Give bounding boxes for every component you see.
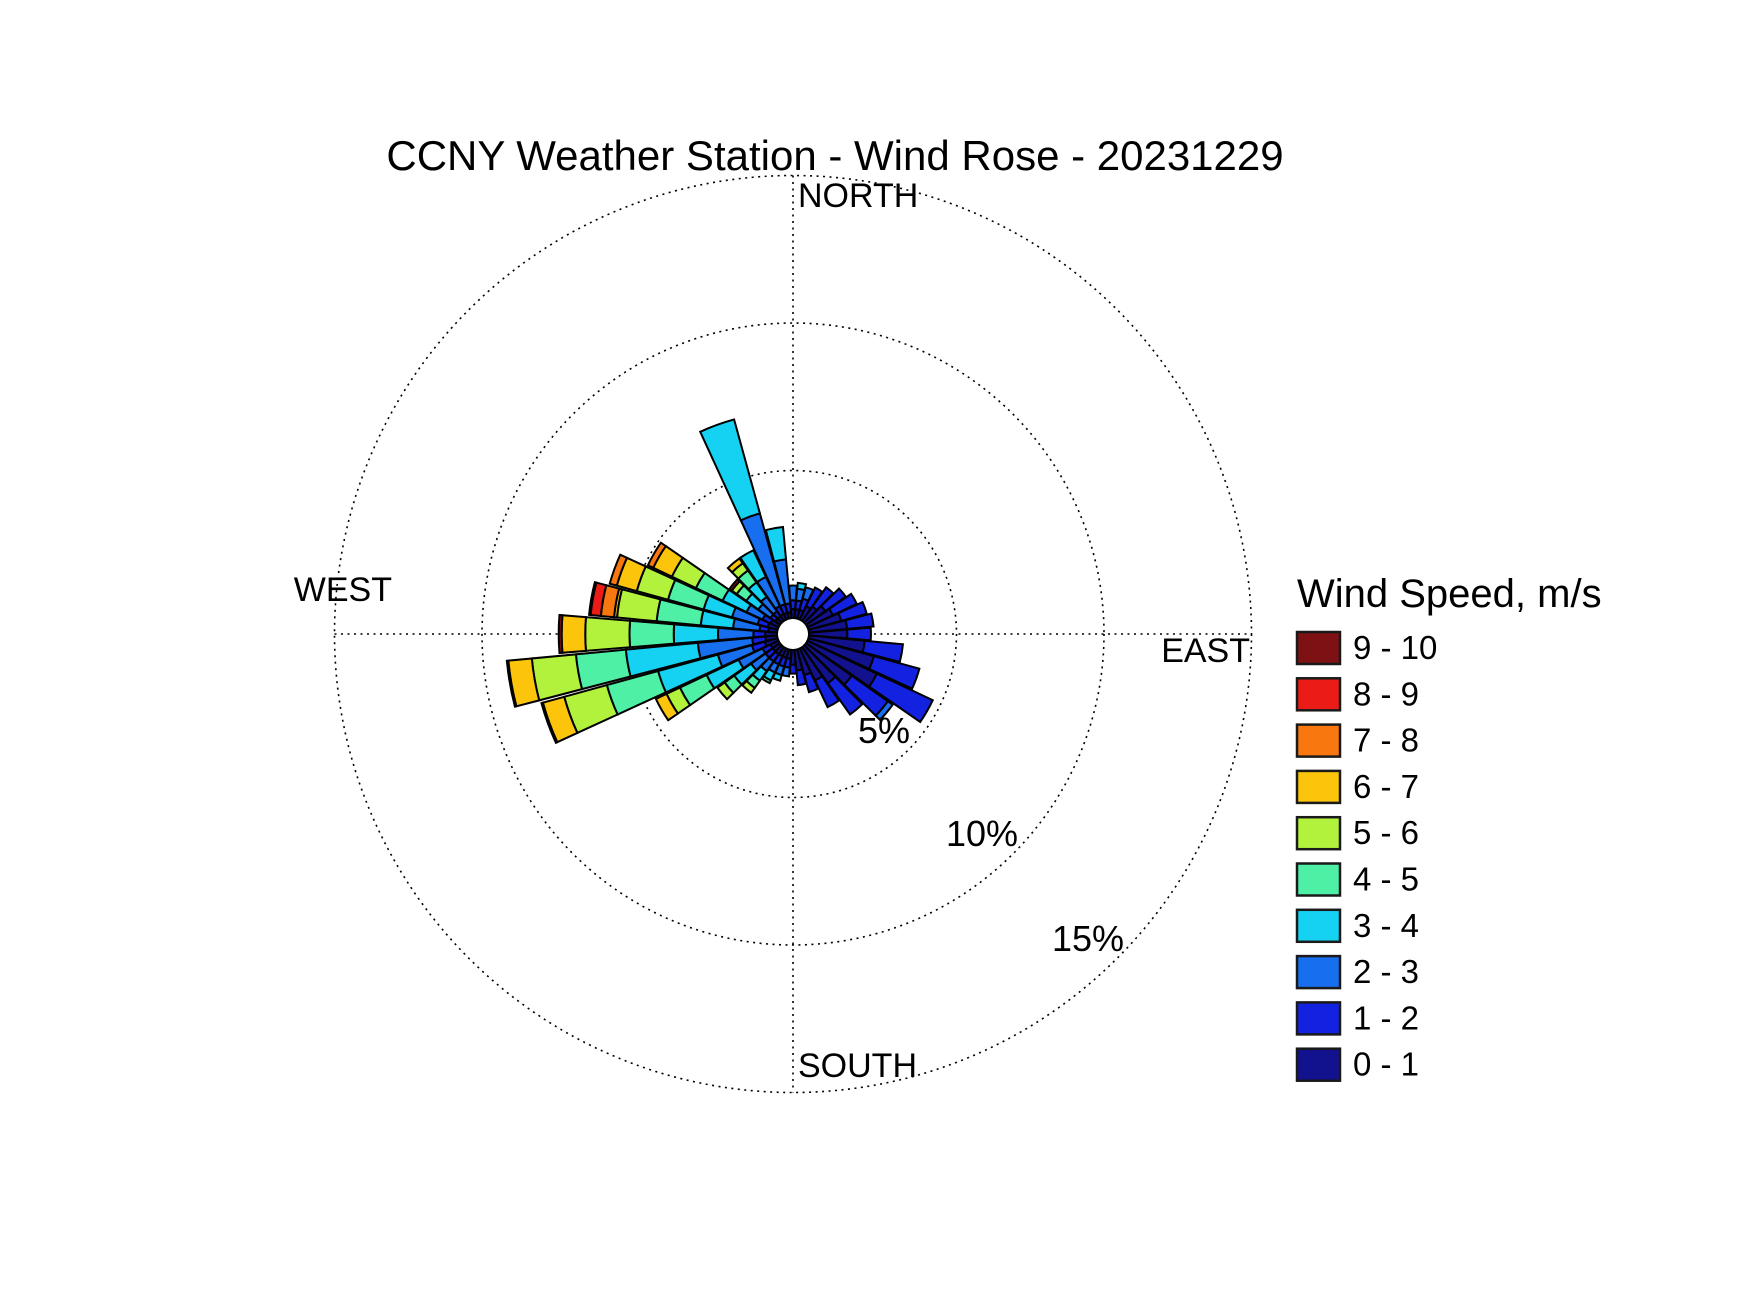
wind-rose-petal-280 (588, 580, 779, 634)
legend-swatch-9-10 (1295, 630, 1342, 666)
petal-270-segment-4-5 (628, 619, 676, 649)
legend-label-8-9: 8 - 9 (1353, 675, 1419, 712)
legend-title: Wind Speed, m/s (1297, 572, 1602, 616)
petal-110-segment-1-2 (867, 654, 921, 690)
petal-290-segment-7-8 (608, 553, 629, 587)
legend-entry-9-10: 9 - 10 (1295, 629, 1437, 666)
legend-label-2-3: 2 - 3 (1353, 953, 1419, 990)
compass-label-east: EAST (1161, 632, 1250, 670)
grid-ring-15pct (333, 174, 1253, 1094)
compass-label-west: WEST (294, 571, 392, 609)
wind-rose-petal-150 (798, 645, 841, 709)
legend-swatch-1-2 (1295, 1001, 1342, 1036)
petal-340-segment-3-4 (698, 418, 762, 522)
radial-tick-label-5pct: 5% (858, 710, 910, 751)
wind-rose-petal-100 (807, 634, 905, 664)
legend-entry-4-5: 4 - 5 (1295, 861, 1419, 898)
legend-swatch-2-3 (1295, 954, 1342, 990)
legend-swatch-4-5 (1295, 862, 1342, 897)
legend-entry-2-3: 2 - 3 (1295, 953, 1419, 990)
legend-entry-6-7: 6 - 7 (1295, 768, 1419, 805)
compass-label-north: NORTH (798, 177, 918, 215)
petal-300-segment-7-8 (646, 541, 668, 570)
wind-rose-petal-300 (646, 541, 782, 629)
legend-label-4-5: 4 - 5 (1353, 861, 1419, 898)
petal-230-segment-5-6 (715, 681, 735, 701)
radial-tick-label-15pct: 15% (1052, 918, 1124, 959)
legend-label-0-1: 0 - 1 (1353, 1046, 1419, 1083)
legend-label-1-2: 1 - 2 (1353, 999, 1419, 1036)
legend-label-5-6: 5 - 6 (1353, 814, 1419, 851)
petal-170-segment-1-2 (795, 668, 808, 687)
legend-entry-8-9: 8 - 9 (1295, 675, 1419, 712)
petal-250-segment-9-10 (540, 701, 559, 745)
wind-rose-petal-170 (793, 648, 808, 687)
legend-label-6-7: 6 - 7 (1353, 768, 1419, 805)
petal-270-segment-6-7 (560, 614, 588, 654)
petal-240-segment-6-7 (654, 692, 680, 722)
legend-swatch-0-1 (1295, 1047, 1342, 1082)
legend-swatch-3-4 (1295, 908, 1342, 944)
legend-entries: 9 - 10 8 - 9 7 - 8 6 - 7 5 - 6 4 - 5 3 - 4 2 - … (1295, 629, 1437, 1083)
petal-270-segment-9-10 (557, 613, 564, 655)
wind-rose-petal-220 (740, 643, 786, 695)
legend-entry-1-2: 1 - 2 (1295, 999, 1419, 1036)
petal-260-segment-9-10 (505, 659, 518, 708)
petal-130-segment-2-3 (874, 699, 895, 722)
petal-140-segment-1-2 (826, 675, 864, 716)
petal-280-segment-9-10 (588, 580, 598, 617)
wind-rose-petals (505, 418, 935, 745)
legend-swatch-5-6 (1295, 815, 1342, 851)
petal-270-segment-5-6 (584, 616, 632, 652)
legend: Wind Speed, m/s 9 - 10 8 - 9 7 - 8 6 - 7 5 -… (1295, 572, 1602, 1083)
petal-10-segment-3-4 (796, 581, 808, 592)
legend-entry-5-6: 5 - 6 (1295, 814, 1419, 851)
legend-entry-3-4: 3 - 4 (1295, 907, 1419, 944)
petal-150-segment-1-2 (813, 674, 841, 709)
legend-swatch-7-8 (1295, 723, 1342, 758)
radial-tick-label-10pct: 10% (946, 813, 1018, 854)
petal-160-segment-1-2 (803, 671, 820, 694)
wind-rose-petal-330 (738, 548, 788, 623)
petal-80-segment-1-2 (844, 612, 875, 631)
wind-rose-petal-120 (804, 639, 935, 724)
wind-rose-petal-130 (802, 641, 895, 722)
legend-label-3-4: 3 - 4 (1353, 907, 1419, 944)
legend-entry-7-8: 7 - 8 (1295, 722, 1419, 759)
legend-swatch-6-7 (1295, 769, 1342, 805)
wind-rose-petal-250 (540, 637, 780, 745)
grid-ring-5pct (628, 469, 958, 799)
compass-label-south: SOUTH (798, 1047, 917, 1085)
wind-rose-petal-350 (764, 525, 793, 620)
legend-label-9-10: 9 - 10 (1353, 629, 1437, 666)
petal-100-segment-1-2 (861, 639, 905, 664)
legend-label-7-8: 7 - 8 (1353, 722, 1419, 759)
petal-350-segment-3-4 (764, 525, 788, 563)
wind-rose-petal-260 (505, 634, 779, 708)
petal-120-segment-1-2 (867, 672, 935, 724)
chart-title: CCNY Weather Station - Wind Rose - 20231… (386, 132, 1283, 179)
wind-rose-petal-10 (793, 581, 808, 620)
center-hole (777, 618, 809, 650)
legend-entry-0-1: 0 - 1 (1295, 1046, 1419, 1083)
grid-ring-10pct (481, 322, 1105, 946)
petal-320-segment-6-7 (726, 556, 745, 574)
petal-330-segment-3-4 (738, 548, 768, 584)
wind-rose-petal-270 (557, 613, 779, 655)
polar-grid (333, 174, 1253, 1094)
wind-rose-petal-110 (806, 637, 921, 690)
legend-swatch-8-9 (1295, 677, 1342, 712)
